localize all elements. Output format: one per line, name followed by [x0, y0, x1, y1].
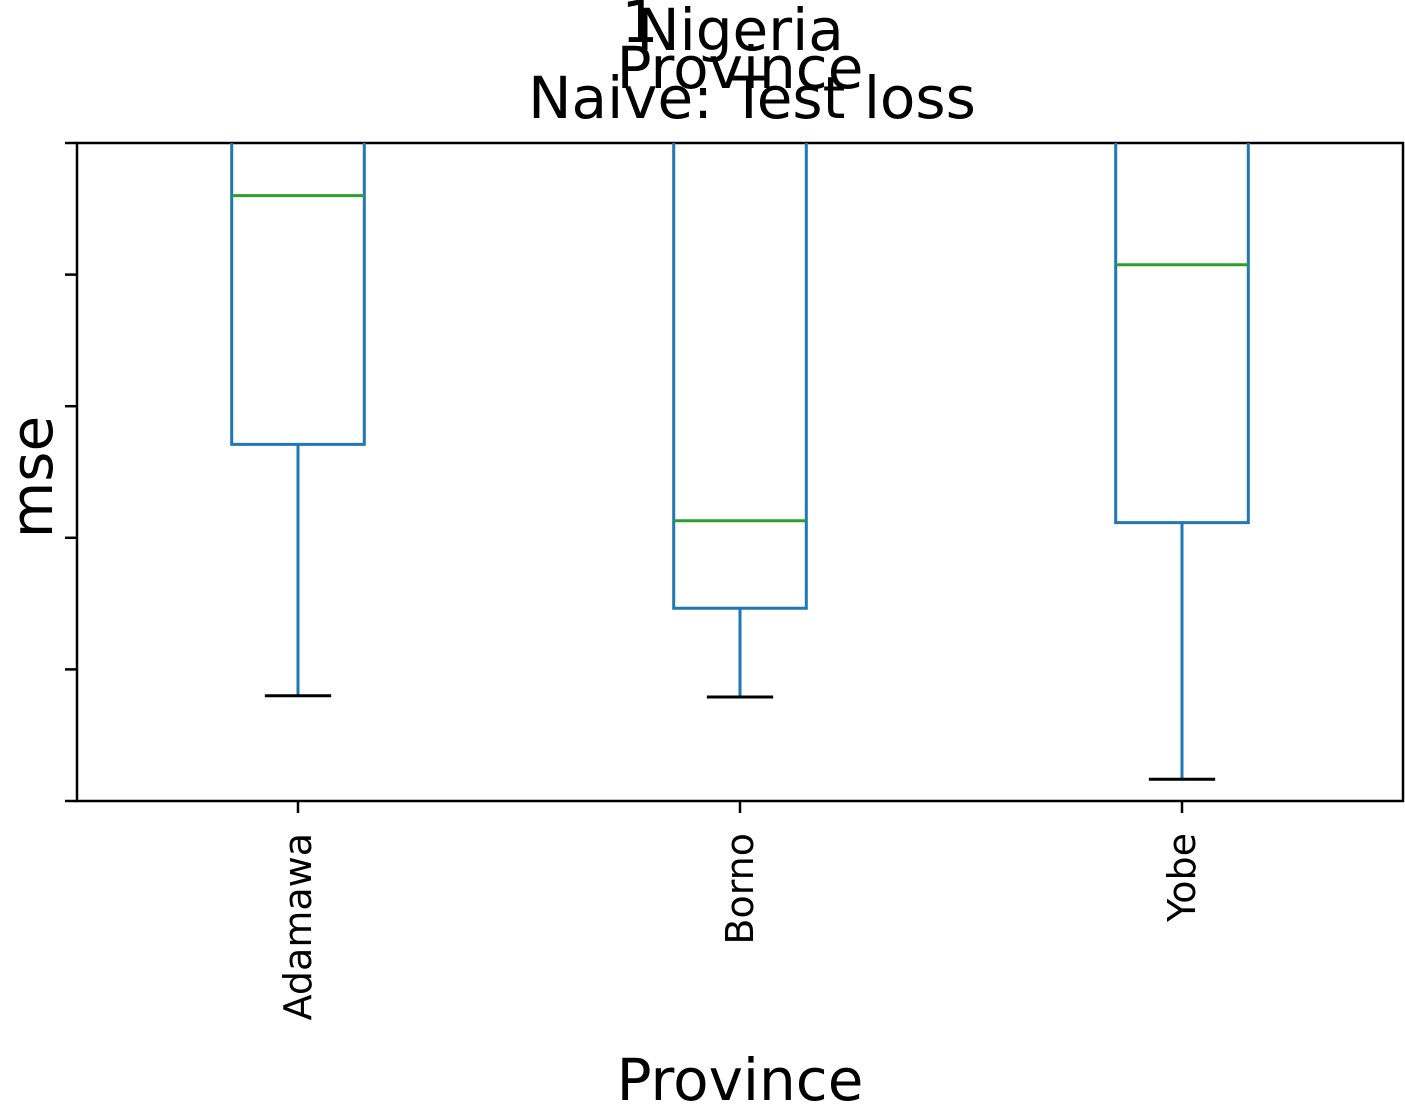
box-borno: [672, 143, 808, 699]
plot-frame: [75, 141, 1405, 803]
chart-title-line-3: Province: [617, 34, 864, 102]
box-yobe: [1114, 143, 1250, 781]
x-axis-label: Province: [617, 1046, 864, 1114]
box-body: [1114, 143, 1250, 525]
box-group: [230, 143, 1250, 781]
box-body: [672, 143, 808, 610]
x-tick-label-yobe: Yobe: [1160, 833, 1204, 923]
box-body: [230, 143, 366, 446]
y-axis-ticks: [65, 141, 77, 803]
x-axis-ticks: Adamawa Borno Yobe: [276, 801, 1204, 1020]
chart-title-line-1: 1: [622, 0, 659, 56]
chart-title-line-2: Nigeria: [636, 0, 844, 64]
chart-title-line-4: Naive: Test loss: [528, 64, 976, 132]
x-tick-label-adamawa: Adamawa: [276, 833, 320, 1020]
x-tick-label-borno: Borno: [718, 833, 762, 945]
y-axis-label: mse: [0, 416, 66, 538]
box-adamawa: [230, 143, 366, 698]
